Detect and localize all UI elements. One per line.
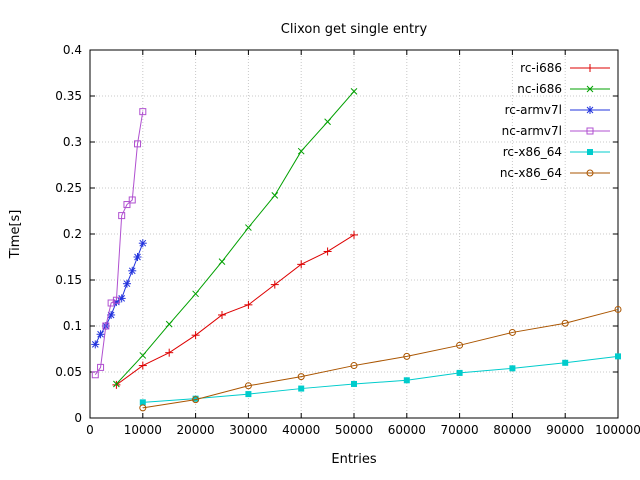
legend-label: rc-x86_64 <box>503 145 562 159</box>
series-line <box>142 355 619 403</box>
y-tick-label: 0.15 <box>55 273 82 287</box>
marker <box>107 311 115 319</box>
x-tick-label: 0 <box>86 423 94 437</box>
y-tick-label: 0.25 <box>55 181 82 195</box>
x-tick-label: 30000 <box>229 423 267 437</box>
legend-label: rc-armv7l <box>505 103 562 117</box>
marker <box>562 359 569 366</box>
marker <box>586 169 594 177</box>
marker <box>350 362 358 370</box>
marker <box>271 192 279 199</box>
marker <box>192 290 199 298</box>
legend-label: rc-i686 <box>520 61 562 75</box>
marker <box>403 377 410 384</box>
marker <box>192 395 199 402</box>
series-nc-i686 <box>113 88 358 388</box>
series-nc-armv7l <box>91 108 147 379</box>
marker <box>134 140 142 148</box>
x-tick-label: 70000 <box>441 423 479 437</box>
y-tick-label: 0.35 <box>55 89 82 103</box>
legend-label: nc-x86_64 <box>500 166 562 180</box>
x-tick-label: 40000 <box>282 423 320 437</box>
marker <box>456 341 464 349</box>
marker <box>350 88 358 95</box>
marker <box>509 365 516 372</box>
marker <box>139 108 147 116</box>
marker <box>351 380 357 387</box>
marker <box>123 280 131 288</box>
marker <box>123 201 131 209</box>
series-line <box>142 308 619 409</box>
marker <box>456 369 463 376</box>
marker <box>297 373 305 381</box>
marker <box>508 328 516 336</box>
marker <box>614 305 622 313</box>
series-line <box>116 234 355 386</box>
series-rc-x86_64 <box>139 353 621 406</box>
legend: rc-i686 nc-i686 rc-armv7l nc-armv7l rc-x86_6… <box>500 61 610 180</box>
marker <box>297 147 305 155</box>
marker <box>586 85 594 93</box>
marker <box>615 353 621 360</box>
marker <box>113 380 120 388</box>
marker <box>128 196 136 204</box>
series-rc-i686 <box>112 230 358 389</box>
marker <box>586 106 594 114</box>
x-tick-label: 80000 <box>493 423 531 437</box>
y-tick-label: 0 <box>74 411 82 425</box>
x-tick-label: 90000 <box>546 423 584 437</box>
marker <box>324 118 331 126</box>
marker <box>139 352 147 359</box>
marker <box>192 396 200 404</box>
marker <box>112 296 120 304</box>
series-nc-x86_64 <box>139 305 622 412</box>
axes: 0 10000 20000 30000 40000 50000 60000 70000 8000… <box>55 43 640 437</box>
marker <box>586 127 594 135</box>
series-line <box>94 111 144 376</box>
legend-label: nc-i686 <box>517 82 562 96</box>
marker <box>139 239 147 247</box>
marker <box>587 149 593 155</box>
y-tick-label: 0.4 <box>63 43 82 57</box>
marker <box>139 399 146 406</box>
legend-label: nc-armv7l <box>502 124 562 138</box>
marker <box>244 382 252 390</box>
marker <box>218 258 226 265</box>
grid <box>90 50 618 418</box>
chart-title: Clixon get single entry <box>280 22 428 37</box>
x-tick-label: 10000 <box>124 423 162 437</box>
marker <box>298 385 305 392</box>
x-tick-label: 50000 <box>335 423 373 437</box>
y-tick-label: 0.2 <box>63 227 82 241</box>
x-tick-label: 100000 <box>595 423 640 437</box>
marker <box>561 319 569 327</box>
y-tick-label: 0.3 <box>63 135 82 149</box>
marker <box>245 224 252 231</box>
marker <box>139 404 147 412</box>
y-tick-label: 0.05 <box>55 365 82 379</box>
marker <box>97 363 105 371</box>
x-tick-label: 20000 <box>177 423 215 437</box>
marker <box>118 212 126 220</box>
marker <box>165 320 173 328</box>
x-tick-label: 60000 <box>388 423 426 437</box>
marker <box>97 330 104 338</box>
marker <box>91 341 99 348</box>
y-tick-label: 0.1 <box>63 319 82 333</box>
marker <box>128 267 136 275</box>
marker <box>245 391 252 398</box>
marker <box>134 253 141 261</box>
x-axis-label: Entries <box>331 452 377 467</box>
series-line <box>116 91 355 385</box>
marker <box>102 322 110 330</box>
marker <box>403 352 411 360</box>
marker <box>91 371 99 379</box>
